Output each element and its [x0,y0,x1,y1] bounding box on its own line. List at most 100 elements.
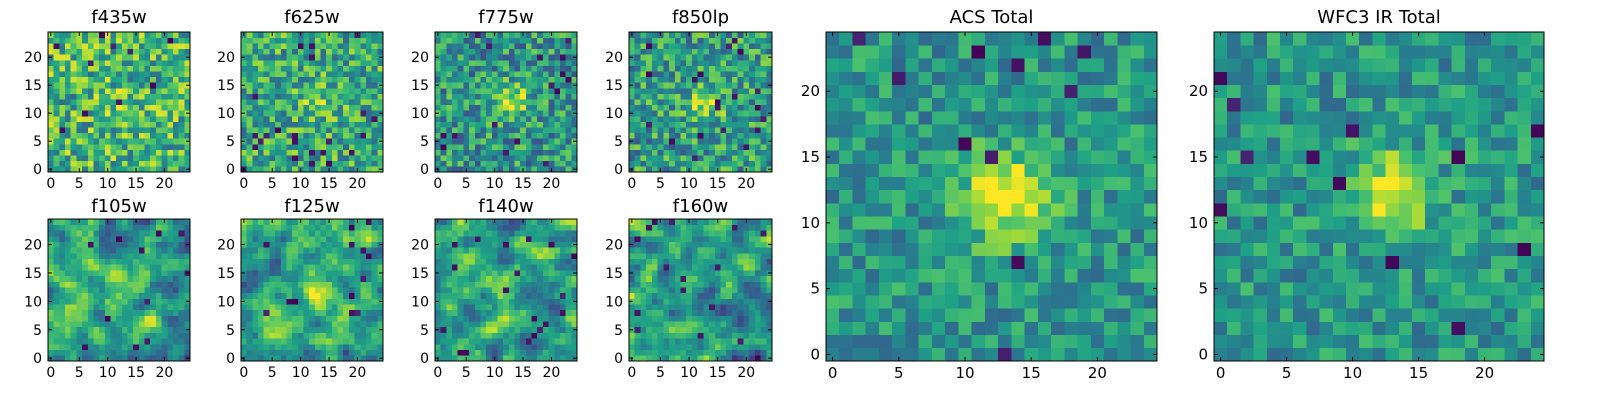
heatmap-cell [343,48,350,55]
heatmap-cell [469,37,476,44]
heatmap-cell [320,315,327,322]
heatmap-cell [116,76,123,83]
heatmap-cell [326,71,333,78]
heatmap-cell [571,144,578,150]
heatmap-cell [371,65,378,72]
heatmap-cells [241,32,384,173]
heatmap-cell [303,281,310,288]
heatmap-cell [365,287,372,294]
heatmap-cell [469,343,476,350]
heatmap-cell [686,104,693,111]
heatmap-cell [680,349,687,356]
heatmap-cell [286,315,293,322]
heatmap-cell [508,48,515,55]
heatmap-cell [87,315,94,322]
heatmap-cell [309,270,316,277]
heatmap-cell [348,37,355,44]
heatmap-cell [110,253,117,260]
heatmap-cell [93,219,100,225]
heatmap-cell [452,138,459,145]
heatmap-cell [565,132,572,139]
heatmap-cell [172,76,179,83]
heatmap-cell [760,321,767,328]
heatmap-cell [657,37,664,44]
heatmap-cell [457,76,464,83]
heatmap-cell [365,281,372,288]
heatmap-cell [70,230,77,237]
heatmap-cell [457,166,464,173]
heatmap-cell [343,236,350,243]
heatmap-cell [70,43,77,50]
heatmap-cell [691,343,698,350]
heatmap-cell [440,65,447,72]
heatmap-cell [76,138,83,145]
heatmap-cell [503,224,510,231]
heatmap-cell [133,149,140,156]
heatmap-cell [491,65,498,72]
heatmap-cell [326,270,333,277]
heatmap-cell [440,121,447,128]
heatmap-cell [474,54,481,61]
heatmap-cell [542,343,549,350]
heatmap-cell [286,37,293,44]
heatmap-cell [297,144,304,150]
heatmap-cell [749,144,756,150]
heatmap-cell [269,71,276,78]
heatmap-cell [548,88,555,94]
heatmap-cell [760,99,767,106]
heatmap-cell [674,332,681,339]
heatmap-cell [133,127,140,134]
heatmap-cell [446,298,453,305]
heatmap-cell [474,132,481,139]
heatmap-cell [337,93,344,100]
heatmap-cell [486,338,493,345]
heatmap-cell [269,281,276,288]
heatmap-cell [178,332,185,339]
heatmap-cell [258,116,265,122]
heatmap-cell [320,65,327,72]
heatmap-cell [491,253,498,260]
heatmap-cell [155,110,162,117]
heatmap-cell [314,60,321,66]
heatmap-cell [258,332,265,339]
heatmap-cell [104,82,111,89]
heatmap-cell [680,88,687,94]
heatmap-cell [104,110,111,117]
heatmap-cell [286,355,293,362]
heatmap-cell [640,82,647,89]
heatmap-cell [53,104,60,111]
heatmap-cell [760,54,767,61]
heatmap-cell [703,138,710,145]
heatmap-cell [127,304,134,311]
heatmap-cell [93,349,100,356]
heatmap-cell [760,127,767,134]
heatmap-cell [446,326,453,333]
heatmap-cell [697,48,704,55]
heatmap-cell [309,275,316,282]
heatmap-cell [514,93,521,100]
x-tick-label: 5 [462,176,471,192]
heatmap-cell [326,76,333,83]
heatmap-cell [82,76,89,83]
heatmap-cell [99,315,106,322]
heatmap-cell [480,149,487,156]
heatmap-cell [559,292,566,299]
heatmap-cell [337,298,344,305]
heatmap-cell [133,99,140,106]
heatmap-cell [172,326,179,333]
heatmap-cell [280,48,287,55]
heatmap-cell [651,121,658,128]
heatmap-cell [172,321,179,328]
heatmap-cell [634,160,641,167]
heatmap-cell [104,127,111,134]
heatmap-cell [365,104,372,111]
heatmap-cell [93,37,100,44]
heatmap-cell [121,292,128,299]
heatmap-cell [365,292,372,299]
heatmap-cell [371,54,378,61]
heatmap-cell [144,355,151,362]
heatmap-cell [548,76,555,83]
heatmap-cell [178,37,185,44]
heatmap-cell [525,37,532,44]
heatmap-cell [150,343,157,350]
